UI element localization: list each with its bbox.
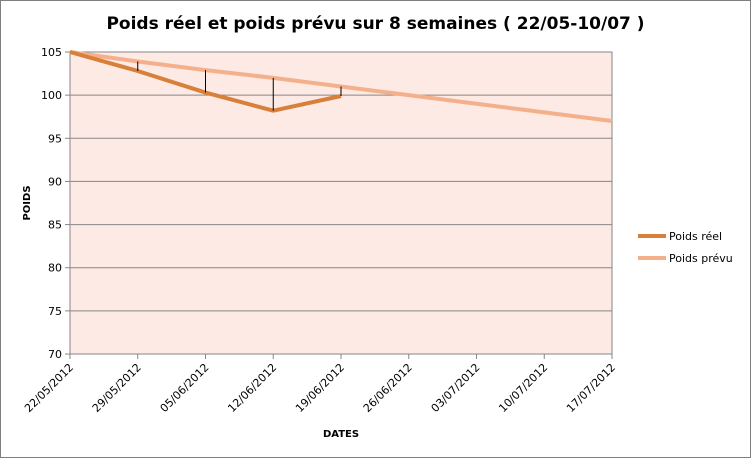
y-axis-title: POIDS (22, 185, 33, 220)
y-tick-label: 75 (48, 305, 62, 318)
chart-title: Poids réel et poids prévu sur 8 semaines… (106, 14, 645, 34)
gridlines (70, 51, 612, 312)
y-tick-label: 95 (48, 132, 62, 145)
x-tick-label: 05/06/2012 (158, 361, 212, 415)
x-tick-label: 19/06/2012 (293, 361, 347, 415)
x-axis-title: DATES (323, 429, 359, 440)
y-tick-label: 85 (48, 219, 62, 232)
x-tick-label: 29/05/2012 (90, 361, 144, 415)
x-tick-label: 26/06/2012 (361, 361, 415, 415)
x-tick-label: 22/05/2012 (22, 361, 76, 415)
x-axis-ticks: 22/05/2012 29/05/2012 05/06/2012 12/06/2012… (22, 354, 618, 415)
x-tick-label: 17/07/2012 (564, 361, 618, 415)
y-axis-ticks: 70 75 80 85 90 95 100 105 (41, 46, 70, 361)
x-tick-label: 03/07/2012 (429, 361, 483, 415)
legend-label-poids-reel: Poids réel (669, 230, 722, 243)
legend: Poids réel Poids prévu (638, 230, 733, 265)
x-tick-label: 12/06/2012 (225, 361, 279, 415)
y-tick-label: 100 (41, 89, 62, 102)
plot-area (69, 51, 613, 355)
y-tick-label: 70 (48, 348, 62, 361)
legend-label-poids-prevu: Poids prévu (669, 252, 733, 265)
y-tick-label: 105 (41, 46, 62, 59)
deviation-lines (137, 61, 342, 111)
y-tick-label: 80 (48, 262, 62, 275)
y-tick-label: 90 (48, 175, 62, 188)
x-tick-label: 10/07/2012 (496, 361, 550, 415)
